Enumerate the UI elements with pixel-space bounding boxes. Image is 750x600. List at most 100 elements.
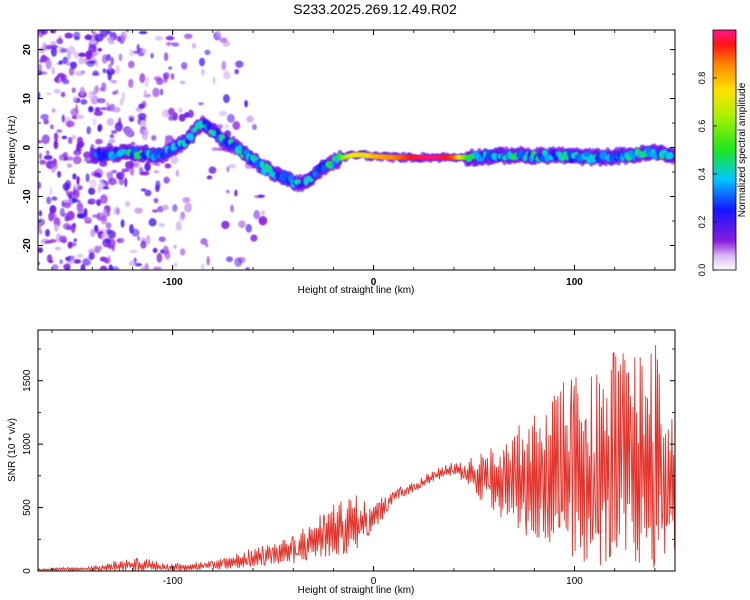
colorbar-tick-label: 0.4 [697, 168, 707, 181]
noise-speckle [163, 73, 168, 84]
noise-speckle [181, 62, 188, 70]
noise-speckle [246, 115, 254, 123]
noise-speckle [85, 50, 93, 60]
noise-speckle [38, 140, 43, 144]
noise-speckle [158, 236, 166, 242]
noise-speckle [73, 51, 80, 59]
noise-speckle [232, 121, 241, 130]
noise-speckle [39, 159, 47, 165]
noise-speckle [93, 110, 103, 116]
snr-plot-area [38, 345, 675, 571]
noise-speckle [144, 162, 151, 172]
ridge-blob [206, 121, 212, 131]
y-tick-label: 500 [22, 499, 33, 516]
noise-speckle [226, 113, 235, 123]
noise-speckle [99, 107, 109, 111]
noise-speckle [94, 85, 99, 94]
noise-speckle [230, 204, 235, 213]
noise-speckle [168, 66, 173, 70]
noise-speckle [198, 102, 204, 106]
noise-speckle [38, 152, 43, 160]
noise-speckle [223, 94, 230, 104]
noise-speckle [92, 214, 97, 218]
noise-speckle [67, 45, 76, 55]
noise-speckle [129, 260, 137, 267]
noise-speckle [226, 256, 233, 263]
spectrogram-ridge [93, 120, 674, 190]
noise-speckle [53, 88, 61, 94]
noise-speckle [225, 189, 230, 194]
noise-speckle [140, 266, 150, 270]
noise-speckle [113, 206, 120, 216]
noise-speckle [140, 171, 150, 176]
noise-speckle [77, 185, 83, 191]
noise-speckle [106, 105, 112, 112]
noise-speckle [120, 170, 125, 180]
noise-speckle [62, 151, 69, 159]
noise-speckle [218, 110, 228, 117]
colorbar-tick-label: 0.6 [697, 120, 707, 133]
ridge-blob [237, 144, 243, 151]
noise-speckle [72, 197, 76, 203]
noise-speckle [102, 68, 107, 74]
noise-speckle [234, 69, 239, 75]
noise-speckle [175, 226, 183, 231]
noise-speckle [49, 186, 53, 196]
noise-speckle [89, 179, 97, 189]
noise-speckle [111, 266, 120, 270]
noise-speckle [68, 242, 77, 247]
noise-speckle [83, 208, 88, 217]
noise-speckle [51, 108, 56, 113]
noise-speckle [106, 102, 110, 107]
noise-speckle [170, 73, 175, 80]
noise-speckle [87, 200, 93, 205]
noise-speckle [164, 250, 171, 260]
noise-speckle [51, 264, 59, 270]
noise-speckle [153, 76, 162, 81]
colorbar-tick-label: 0.0 [697, 264, 707, 277]
noise-speckle [46, 92, 52, 96]
spectrogram-x-axis-label: Height of straight line (km) [298, 285, 415, 296]
noise-speckle [165, 42, 175, 46]
noise-speckle [40, 30, 48, 35]
figure-title: S233.2025.269.12.49.R02 [293, 1, 457, 17]
noise-speckle [182, 197, 191, 203]
noise-speckle [88, 90, 94, 100]
noise-speckle [86, 126, 91, 135]
noise-speckle [148, 218, 157, 227]
noise-speckle [100, 30, 108, 38]
noise-speckle [58, 60, 63, 65]
noise-speckle [211, 147, 219, 151]
noise-speckle [129, 249, 138, 254]
noise-speckle [205, 243, 209, 248]
noise-speckle [106, 37, 114, 42]
noise-speckle [142, 131, 148, 141]
noise-speckle [200, 263, 205, 270]
noise-speckle [50, 46, 58, 57]
noise-speckle [208, 166, 217, 174]
y-tick-label: 10 [22, 93, 33, 105]
noise-speckle [49, 44, 59, 50]
noise-speckle [115, 64, 120, 75]
noise-speckle [223, 70, 231, 80]
noise-speckle [109, 134, 115, 139]
noise-speckle [235, 60, 244, 68]
noise-speckle [42, 42, 47, 51]
noise-speckle [62, 212, 68, 218]
noise-speckle [45, 59, 52, 70]
noise-speckle [65, 226, 73, 231]
noise-speckle [88, 106, 94, 113]
noise-speckle [138, 31, 148, 35]
x-tick-label: -100 [163, 277, 183, 288]
noise-speckle [102, 186, 110, 190]
noise-speckle [93, 70, 99, 74]
noise-speckle [59, 235, 67, 243]
noise-speckle [124, 177, 128, 188]
noise-speckle [245, 266, 250, 270]
noise-speckle [89, 60, 97, 64]
spectrogram-y-axis-label: Frequency (Hz) [7, 116, 18, 185]
noise-speckle [121, 91, 126, 101]
noise-speckle [173, 262, 178, 267]
noise-speckle [72, 222, 77, 228]
